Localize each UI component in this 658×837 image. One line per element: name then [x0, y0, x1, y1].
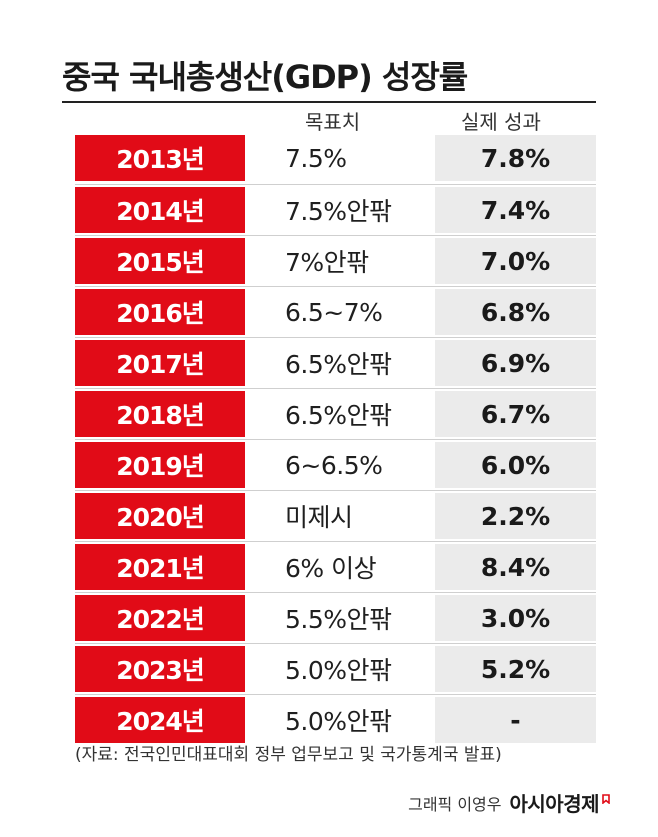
target-cell: 6~6.5% — [285, 450, 383, 480]
table-row: 2016년 6.5~7% 6.8% — [75, 286, 596, 337]
year-cell: 2024년 — [75, 697, 245, 743]
actual-cell-background — [435, 187, 596, 233]
table-row: 2023년 5.0%안팎 5.2% — [75, 643, 596, 694]
target-cell: 미제시 — [285, 503, 353, 532]
target-cell: 6.5%안팎 — [285, 401, 392, 430]
actual-cell: 7.8% — [480, 143, 551, 173]
actual-cell-background — [435, 544, 596, 590]
actual-cell: 6.7% — [480, 399, 551, 429]
table-row: 2022년 5.5%안팎 3.0% — [75, 592, 596, 643]
target-cell: 5.5%안팎 — [285, 605, 392, 634]
column-header-target: 목표치 — [305, 110, 361, 134]
source-note: (자료: 전국인민대표대회 정부 업무보고 및 국가통계국 발표) — [75, 745, 502, 765]
actual-cell-background — [435, 340, 596, 386]
actual-cell-background — [435, 697, 596, 743]
year-cell: 2020년 — [75, 493, 245, 539]
chart-title: 중국 국내총생산(GDP) 성장률 — [62, 58, 468, 96]
target-cell: 7.5% — [285, 143, 347, 173]
year-cell: 2016년 — [75, 289, 245, 335]
actual-cell-background — [435, 289, 596, 335]
actual-cell: 5.2% — [480, 654, 551, 684]
actual-cell-background — [435, 391, 596, 437]
year-cell: 2014년 — [75, 187, 245, 233]
target-cell: 5.0%안팎 — [285, 656, 392, 685]
year-cell: 2017년 — [75, 340, 245, 386]
year-cell: 2021년 — [75, 544, 245, 590]
target-cell: 6% 이상 — [285, 554, 377, 583]
actual-cell-background — [435, 646, 596, 692]
actual-cell-background — [435, 442, 596, 488]
actual-cell: 3.0% — [480, 603, 551, 633]
actual-cell: 2.2% — [480, 501, 551, 531]
title-divider — [62, 101, 596, 103]
table-row: 2021년 6% 이상 8.4% — [75, 541, 596, 592]
actual-cell: 6.0% — [480, 450, 551, 480]
gdp-table: 2013년 7.5% 7.8% 2014년 7.5%안팎 7.4% 2015년 7%안팎 7.0… — [75, 133, 596, 745]
table-row: 2017년 6.5%안팎 6.9% — [75, 337, 596, 388]
year-cell: 2015년 — [75, 238, 245, 284]
actual-cell-background — [435, 493, 596, 539]
table-row: 2015년 7%안팎 7.0% — [75, 235, 596, 286]
year-cell: 2022년 — [75, 595, 245, 641]
table-row: 2024년 5.0%안팎 - — [75, 694, 596, 745]
actual-cell: - — [510, 705, 521, 735]
target-cell: 7%안팎 — [285, 248, 369, 277]
actual-cell: 7.0% — [480, 246, 551, 276]
brand-logo: 아시아경제 — [509, 792, 600, 816]
year-cell: 2013년 — [75, 135, 245, 181]
year-cell: 2019년 — [75, 442, 245, 488]
actual-cell: 8.4% — [480, 552, 551, 582]
actual-cell-background — [435, 135, 596, 181]
table-row: 2019년 6~6.5% 6.0% — [75, 439, 596, 490]
brand-mark-icon — [602, 793, 610, 804]
actual-cell: 6.8% — [480, 297, 551, 327]
year-cell: 2018년 — [75, 391, 245, 437]
table-row: 2014년 7.5%안팎 7.4% — [75, 184, 596, 235]
year-cell: 2023년 — [75, 646, 245, 692]
actual-cell-background — [435, 238, 596, 284]
table-row: 2018년 6.5%안팎 6.7% — [75, 388, 596, 439]
graphic-credit: 그래픽 이영우 — [408, 794, 502, 814]
target-cell: 6.5%안팎 — [285, 350, 392, 379]
target-cell: 7.5%안팎 — [285, 197, 392, 226]
target-cell: 5.0%안팎 — [285, 707, 392, 736]
table-row: 2013년 7.5% 7.8% — [75, 133, 596, 184]
table-row: 2020년 미제시 2.2% — [75, 490, 596, 541]
credit: 그래픽 이영우 아시아경제 — [408, 788, 610, 817]
actual-cell-background — [435, 595, 596, 641]
target-cell: 6.5~7% — [285, 297, 383, 327]
column-header-actual: 실제 성과 — [461, 110, 541, 134]
actual-cell: 6.9% — [480, 348, 551, 378]
actual-cell: 7.4% — [480, 195, 551, 225]
